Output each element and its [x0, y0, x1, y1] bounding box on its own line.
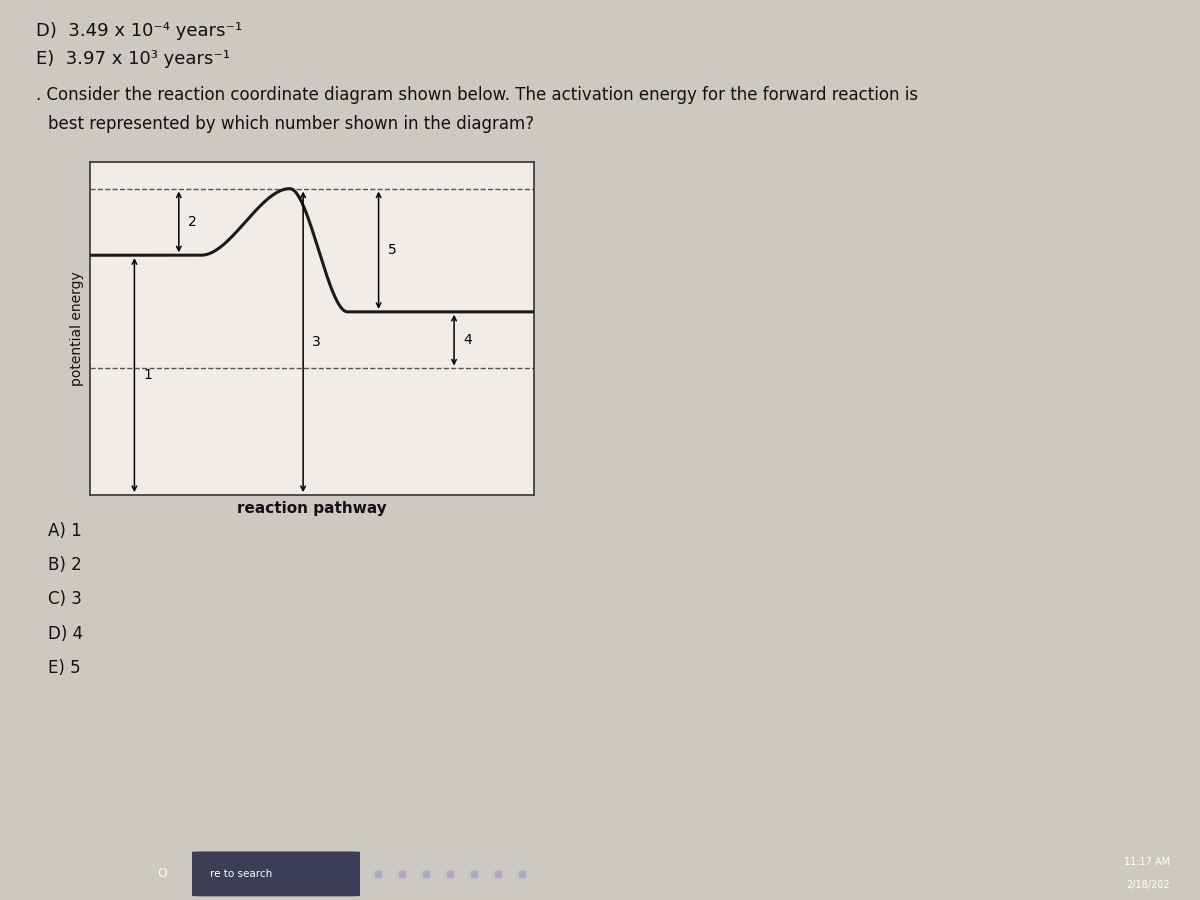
Text: E) 5: E) 5: [48, 659, 80, 677]
Y-axis label: potential energy: potential energy: [71, 271, 84, 386]
Text: 2/18/202: 2/18/202: [1127, 880, 1170, 890]
Text: D) 4: D) 4: [48, 625, 83, 643]
Text: B) 2: B) 2: [48, 556, 82, 574]
Text: 4: 4: [463, 333, 472, 347]
Text: O: O: [157, 868, 167, 880]
Text: 1: 1: [143, 368, 152, 382]
Text: 5: 5: [388, 243, 396, 257]
FancyBboxPatch shape: [192, 851, 360, 896]
X-axis label: reaction pathway: reaction pathway: [238, 500, 386, 516]
Text: C) 3: C) 3: [48, 590, 82, 608]
Text: 3: 3: [312, 335, 320, 349]
Text: 11:17 AM: 11:17 AM: [1124, 858, 1170, 868]
Text: 2: 2: [187, 215, 197, 229]
Text: . Consider the reaction coordinate diagram shown below. The activation energy fo: . Consider the reaction coordinate diagr…: [36, 86, 918, 104]
Text: re to search: re to search: [210, 868, 272, 879]
Text: A) 1: A) 1: [48, 522, 82, 540]
Text: D)  3.49 x 10⁻⁴ years⁻¹: D) 3.49 x 10⁻⁴ years⁻¹: [36, 22, 242, 40]
Text: E)  3.97 x 10³ years⁻¹: E) 3.97 x 10³ years⁻¹: [36, 50, 230, 68]
Text: best represented by which number shown in the diagram?: best represented by which number shown i…: [48, 115, 534, 133]
